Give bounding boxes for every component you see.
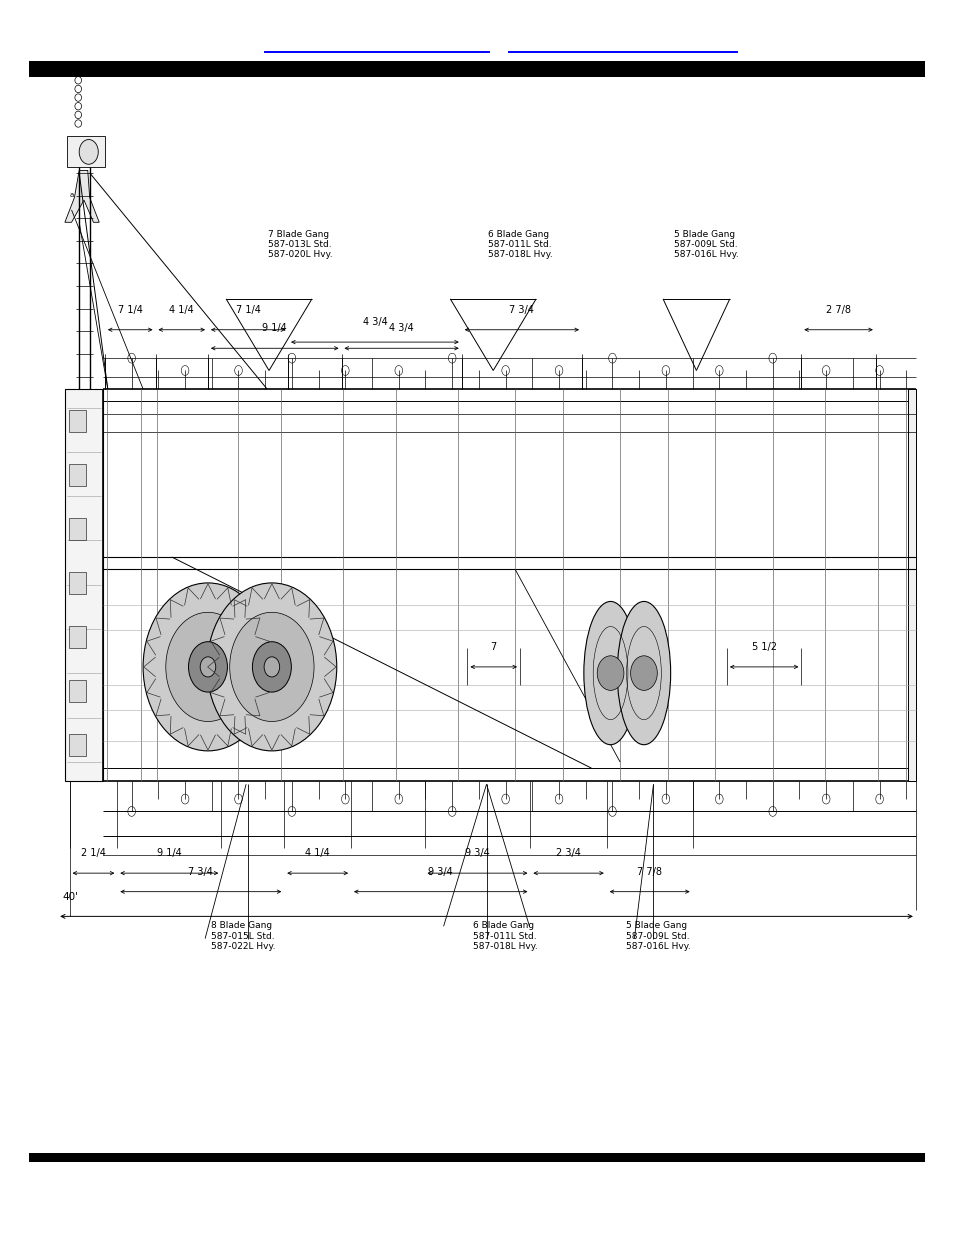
Text: 7 Blade Gang
587-013L Std.
587-020L Hvy.: 7 Blade Gang 587-013L Std. 587-020L Hvy.: [268, 230, 333, 259]
Text: 2 7/8: 2 7/8: [825, 305, 850, 315]
Text: 7 7/8: 7 7/8: [637, 867, 661, 877]
Circle shape: [597, 656, 623, 690]
Text: 4 3/4: 4 3/4: [389, 324, 414, 333]
Bar: [69, 572, 86, 594]
Bar: [29, 1153, 924, 1161]
Bar: [67, 136, 105, 167]
Text: 7: 7: [490, 642, 497, 652]
Bar: [69, 410, 86, 432]
Text: 7 1/4: 7 1/4: [117, 305, 143, 315]
Bar: [69, 464, 86, 487]
Text: 9 1/4: 9 1/4: [157, 848, 181, 858]
Text: 2 1/4: 2 1/4: [81, 848, 106, 858]
Text: 8 Blade Gang
587-015L Std.
587-022L Hvy.: 8 Blade Gang 587-015L Std. 587-022L Hvy.: [211, 921, 275, 951]
Ellipse shape: [583, 601, 637, 745]
Bar: [69, 734, 86, 756]
Circle shape: [253, 642, 291, 692]
Text: 40': 40': [62, 892, 78, 902]
Text: 9 3/4: 9 3/4: [428, 867, 453, 877]
Text: 7 1/4: 7 1/4: [235, 305, 260, 315]
Ellipse shape: [617, 601, 670, 745]
Bar: [69, 626, 86, 648]
Text: a: a: [70, 191, 73, 198]
Text: 9 1/4: 9 1/4: [262, 324, 287, 333]
Text: 5 1/2: 5 1/2: [751, 642, 776, 652]
Text: 7 3/4: 7 3/4: [188, 867, 213, 877]
Circle shape: [207, 583, 336, 751]
Text: 6 Blade Gang
587-011L Std.
587-018L Hvy.: 6 Blade Gang 587-011L Std. 587-018L Hvy.: [473, 921, 537, 951]
Text: 9 3/4: 9 3/4: [465, 848, 489, 858]
Bar: [69, 517, 86, 540]
Bar: [29, 61, 924, 77]
Text: 7 3/4: 7 3/4: [509, 305, 534, 315]
Circle shape: [79, 140, 98, 164]
Circle shape: [166, 613, 250, 721]
Circle shape: [288, 657, 303, 677]
Text: 4 1/4: 4 1/4: [305, 848, 330, 858]
Text: 4 3/4: 4 3/4: [362, 317, 387, 327]
Polygon shape: [65, 170, 99, 222]
Circle shape: [264, 657, 279, 677]
Circle shape: [189, 642, 227, 692]
Text: 5 Blade Gang
587-009L Std.
587-016L Hvy.: 5 Blade Gang 587-009L Std. 587-016L Hvy.: [673, 230, 738, 259]
Text: 2 3/4: 2 3/4: [556, 848, 580, 858]
Text: 6 Blade Gang
587-011L Std.
587-018L Hvy.: 6 Blade Gang 587-011L Std. 587-018L Hvy.: [487, 230, 552, 259]
Bar: [69, 679, 86, 701]
Circle shape: [230, 613, 314, 721]
Text: 5 Blade Gang
587-009L Std.
587-016L Hvy.: 5 Blade Gang 587-009L Std. 587-016L Hvy.: [625, 921, 690, 951]
Circle shape: [200, 657, 215, 677]
Circle shape: [143, 583, 273, 751]
Circle shape: [630, 656, 657, 690]
Text: 4 1/4: 4 1/4: [170, 305, 193, 315]
Bar: [907, 389, 915, 781]
Bar: [65, 389, 103, 781]
